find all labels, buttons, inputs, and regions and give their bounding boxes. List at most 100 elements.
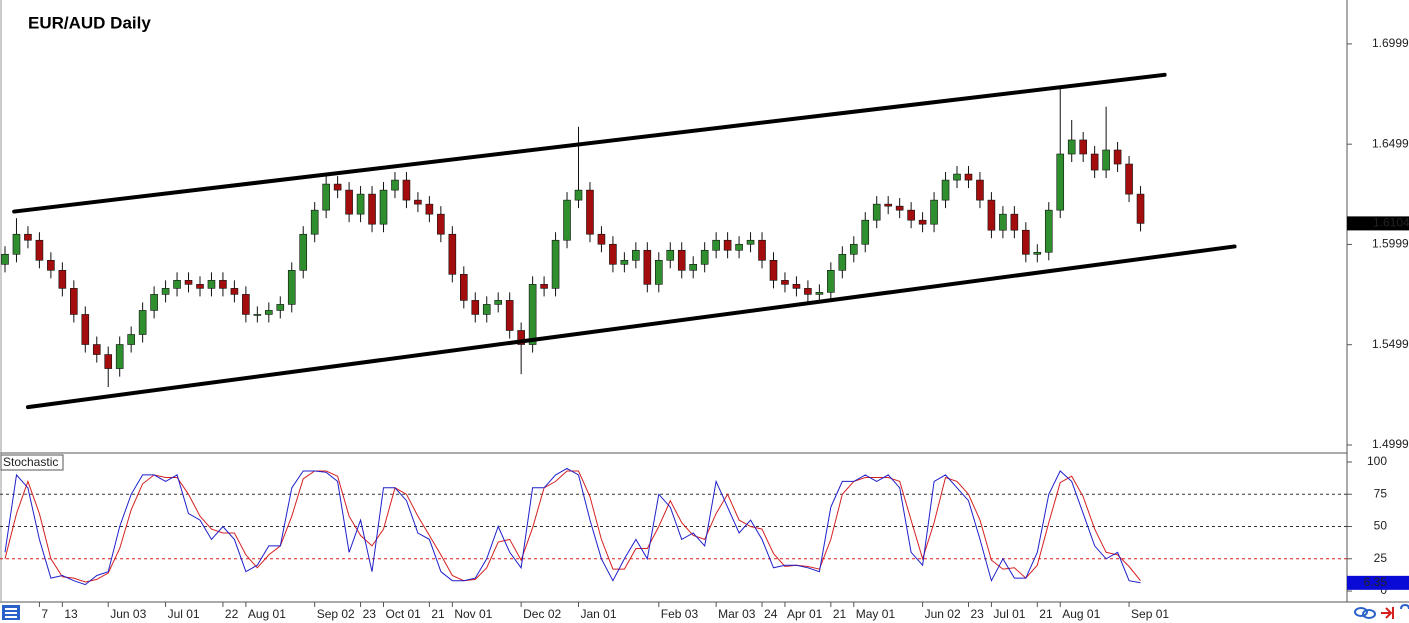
- candle-body: [47, 259, 55, 271]
- candle-body: [1090, 153, 1099, 171]
- x-tick-label: 22: [225, 607, 239, 621]
- indicator-label-box: [0, 454, 64, 471]
- candle-body: [1079, 139, 1087, 155]
- y-tick-label: 1.5999: [1372, 237, 1409, 251]
- candle-body: [276, 304, 285, 311]
- menu-icon[interactable]: [2, 605, 20, 620]
- candle-body: [138, 310, 147, 335]
- candle-body: [735, 243, 743, 251]
- candle-body: [700, 249, 709, 265]
- last-price-label: 1.6104: [1373, 216, 1409, 230]
- candle-body: [127, 334, 135, 345]
- candle-body: [333, 183, 342, 191]
- x-tick-label: Mar 03: [718, 607, 756, 621]
- candle-body: [861, 219, 870, 245]
- candle-body: [941, 179, 950, 201]
- x-tick-label: Aug 01: [1062, 607, 1100, 621]
- candle-body: [150, 294, 158, 311]
- x-tick-label: Sep 02: [317, 607, 355, 621]
- candle-body: [1044, 209, 1053, 253]
- candle-body: [1056, 153, 1065, 211]
- candle-body: [1102, 149, 1110, 171]
- candle-body: [368, 193, 376, 225]
- x-tick-label: Feb 03: [661, 607, 699, 621]
- y-tick-label: 100: [1367, 454, 1387, 468]
- candle-body: [895, 205, 904, 211]
- candle-body: [872, 203, 881, 221]
- candle-body: [230, 288, 239, 295]
- candle-body: [161, 288, 170, 295]
- candle-body: [219, 280, 227, 289]
- y-tick-label: 1.4999: [1372, 437, 1409, 451]
- candle-body: [1, 253, 9, 265]
- candle-body: [666, 249, 675, 261]
- candle-body: [884, 203, 892, 207]
- candle-body: [551, 239, 560, 289]
- last-value-box: [1347, 575, 1409, 590]
- x-tick-label: Sep 01: [1131, 607, 1169, 621]
- candle-body: [632, 249, 640, 261]
- link-icon[interactable]: [1354, 607, 1376, 619]
- candle-body: [92, 344, 101, 355]
- candle-body: [12, 233, 21, 255]
- candle-body: [448, 233, 457, 275]
- candle-body: [609, 243, 617, 265]
- candle-body: [345, 189, 353, 215]
- indicator-line: [4, 467, 1141, 586]
- candle-body: [804, 288, 812, 295]
- x-tick-label: Jul 01: [168, 607, 200, 621]
- x-tick-label: 21: [833, 607, 847, 621]
- candle-body: [1113, 149, 1122, 165]
- candle-body: [781, 280, 789, 285]
- candle-body: [437, 213, 445, 235]
- candle-body: [1010, 213, 1019, 231]
- candle-body: [540, 284, 548, 289]
- candle-body: [586, 189, 594, 235]
- candle-body: [253, 314, 262, 316]
- x-tick-label: 21: [1039, 607, 1053, 621]
- x-tick-label: Jan 01: [581, 607, 617, 621]
- candle-body: [677, 249, 686, 271]
- candle-body: [310, 209, 319, 235]
- candle-body: [758, 239, 766, 261]
- last-price-box: [1347, 216, 1409, 231]
- candle-body: [517, 330, 525, 345]
- candle-body: [563, 199, 571, 241]
- candle-body: [242, 294, 250, 315]
- x-tick-label: Apr 01: [787, 607, 823, 621]
- candle-body: [930, 199, 938, 225]
- x-tick-label: Jun 02: [925, 607, 961, 621]
- candle-body: [81, 314, 90, 345]
- candle-body: [987, 199, 996, 231]
- link-ring: [1362, 609, 1376, 619]
- candle-body: [402, 179, 411, 201]
- x-tick-label: May 01: [856, 607, 896, 621]
- candle-body: [827, 270, 835, 293]
- scroll-end-icon[interactable]: [1381, 607, 1394, 619]
- candle-body: [58, 270, 67, 289]
- candle-body: [207, 280, 216, 289]
- candle-body: [299, 233, 308, 271]
- plot-layer: 1.4999 1.5499 1.5999 1.6499 1.6999 0 25 50 75 100: [0, 36, 1409, 597]
- y-tick-label: 0: [1380, 583, 1387, 597]
- x-tick-label: Jul 01: [993, 607, 1025, 621]
- candle-body: [391, 179, 399, 191]
- candle-body: [35, 239, 44, 261]
- x-tick-label: Aug 01: [248, 607, 286, 621]
- candle-body: [964, 173, 973, 181]
- candle-body: [356, 193, 365, 215]
- candle-body: [918, 219, 927, 225]
- chart-title: EUR/AUD Daily: [28, 13, 151, 32]
- y-tick-label: 1.6999: [1372, 36, 1409, 50]
- candle-body: [173, 280, 181, 289]
- candle-body: [597, 233, 606, 245]
- y-tick-label: 50: [1374, 519, 1388, 533]
- candle-body: [1022, 229, 1030, 255]
- candle-body: [849, 243, 858, 255]
- candle-body: [1136, 193, 1145, 224]
- indicator-line: [4, 470, 1141, 583]
- candle-body: [1125, 163, 1133, 195]
- x-tick-label: Dec 02: [523, 607, 561, 621]
- candle-body: [620, 259, 629, 265]
